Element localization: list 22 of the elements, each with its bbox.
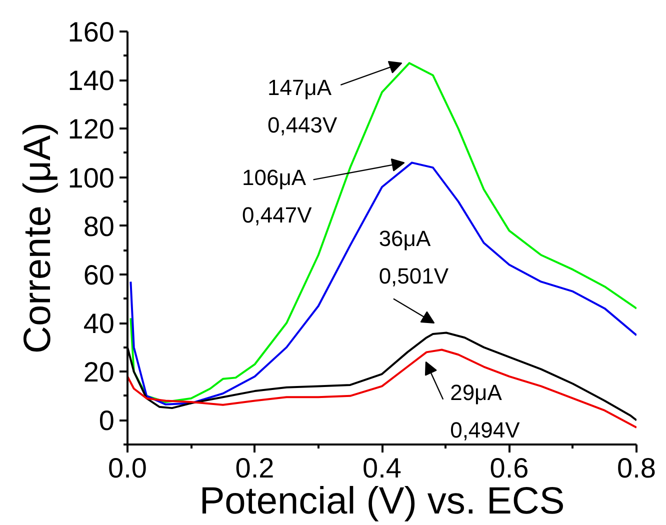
x-axis-title: Potencial (V) vs. ECS	[199, 480, 565, 522]
y-tick-label: 0	[98, 405, 115, 436]
annotation: 36μA 0,501V	[378, 226, 449, 288]
x-tick-label: 0.6	[490, 452, 529, 484]
annotation: 147μA 0,443V	[267, 75, 338, 138]
x-tick-label: 0.4	[362, 452, 402, 484]
annotation: 29μA 0,494V	[450, 380, 520, 443]
line-series	[130, 62, 636, 403]
x-tick-label: 0.2	[235, 452, 274, 484]
y-tick-label: 40	[83, 308, 115, 340]
line-series	[130, 162, 636, 406]
y-tick-label: 140	[68, 65, 114, 96]
y-tick-label: 60	[83, 259, 115, 290]
y-tick-label: 100	[68, 162, 114, 194]
x-tick-label: 0.0	[108, 452, 147, 484]
y-tick-label: 120	[68, 114, 114, 145]
y-tick-label: 80	[83, 210, 115, 242]
y-axis-title: Corrente (μA)	[16, 122, 59, 354]
x-tick-label: 0.8	[617, 452, 656, 484]
y-tick-label: 20	[83, 356, 115, 388]
annotation: 106μA 0,447V	[242, 165, 312, 228]
y-tick-label: 160	[68, 16, 114, 48]
